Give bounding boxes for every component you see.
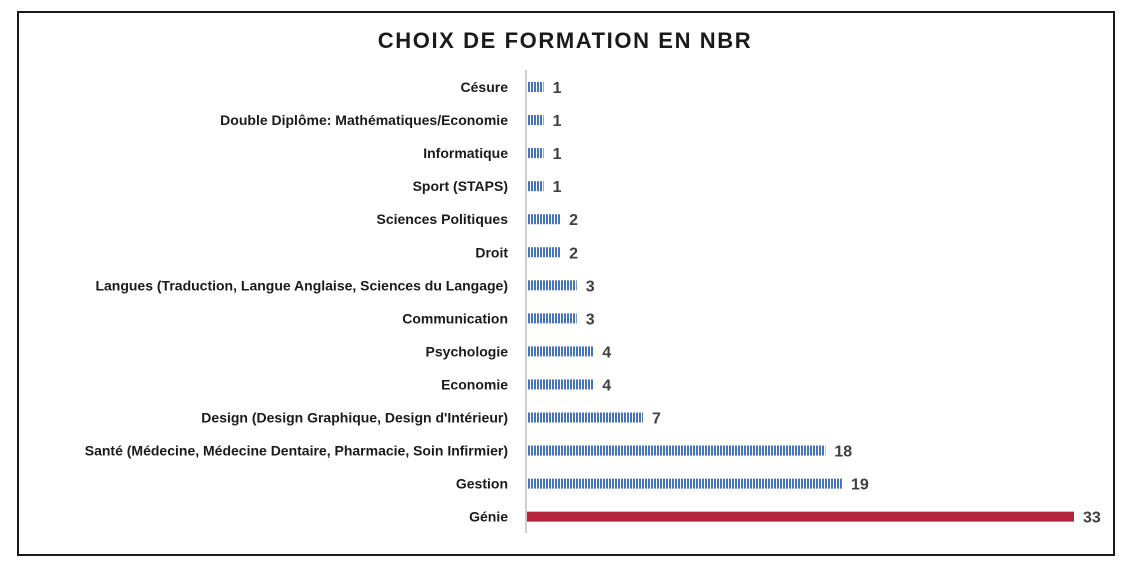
category-label-informatique: Informatique xyxy=(423,145,508,161)
value-label-genie: 33 xyxy=(1083,510,1101,527)
value-label-cesure: 1 xyxy=(553,80,562,97)
category-label-design-design-graphique-design-d-interieur: Design (Design Graphique, Design d'Intér… xyxy=(201,410,508,426)
bar-informatique xyxy=(527,148,544,159)
category-label-communication: Communication xyxy=(402,310,508,326)
chart-title: CHOIX DE FORMATION EN NBR xyxy=(377,28,753,53)
bar-genie xyxy=(527,511,1074,522)
category-label-sport-staps: Sport (STAPS) xyxy=(413,178,508,194)
value-label-double-diplome-mathematiques-economie: 1 xyxy=(553,113,562,130)
category-label-langues-traduction-langue-anglaise-sciences-du-langage: Langues (Traduction, Langue Anglaise, Sc… xyxy=(95,277,508,293)
category-label-economie: Economie xyxy=(441,376,508,392)
category-label-gestion: Gestion xyxy=(456,476,508,492)
value-label-design-design-graphique-design-d-interieur: 7 xyxy=(652,411,661,428)
bar-sante-medecine-medecine-dentaire-pharmacie-soin-infirmier xyxy=(527,445,826,456)
category-label-double-diplome-mathematiques-economie: Double Diplôme: Mathématiques/Economie xyxy=(220,112,508,128)
value-label-sciences-politiques: 2 xyxy=(569,212,578,229)
value-label-psychologie: 4 xyxy=(602,344,611,361)
bar-gestion xyxy=(527,478,842,489)
bar-sport-staps xyxy=(527,181,544,192)
category-label-psychologie: Psychologie xyxy=(426,343,509,359)
bar-double-diplome-mathematiques-economie xyxy=(527,115,544,126)
value-label-economie: 4 xyxy=(602,377,611,394)
category-labels: Césure Double Diplôme: Mathématiques/Econ… xyxy=(85,79,509,525)
value-label-sport-staps: 1 xyxy=(553,179,562,196)
value-label-sante-medecine-medecine-dentaire-pharmacie-soin-infirmier: 18 xyxy=(834,444,852,461)
value-label-communication: 3 xyxy=(586,311,595,328)
bar-design-design-graphique-design-d-interieur xyxy=(527,412,644,423)
value-label-droit: 2 xyxy=(569,245,578,262)
category-label-cesure: Césure xyxy=(461,79,509,95)
category-label-droit: Droit xyxy=(475,244,508,260)
bar-communication xyxy=(527,313,577,324)
category-label-sciences-politiques: Sciences Politiques xyxy=(377,211,509,227)
category-label-genie: Génie xyxy=(469,509,508,525)
value-label-informatique: 1 xyxy=(553,146,562,163)
bars-group xyxy=(527,82,1074,522)
value-label-gestion: 19 xyxy=(851,477,869,494)
bar-sciences-politiques xyxy=(527,214,561,225)
category-label-sante-medecine-medecine-dentaire-pharmacie-soin-infirmier: Santé (Médecine, Médecine Dentaire, Phar… xyxy=(85,443,508,459)
bar-droit xyxy=(527,247,561,258)
value-label-langues-traduction-langue-anglaise-sciences-du-langage: 3 xyxy=(586,278,595,295)
bar-psychologie xyxy=(527,346,594,357)
bar-langues-traduction-langue-anglaise-sciences-du-langage xyxy=(527,280,577,291)
bar-cesure xyxy=(527,82,544,92)
bar-economie xyxy=(527,379,594,390)
